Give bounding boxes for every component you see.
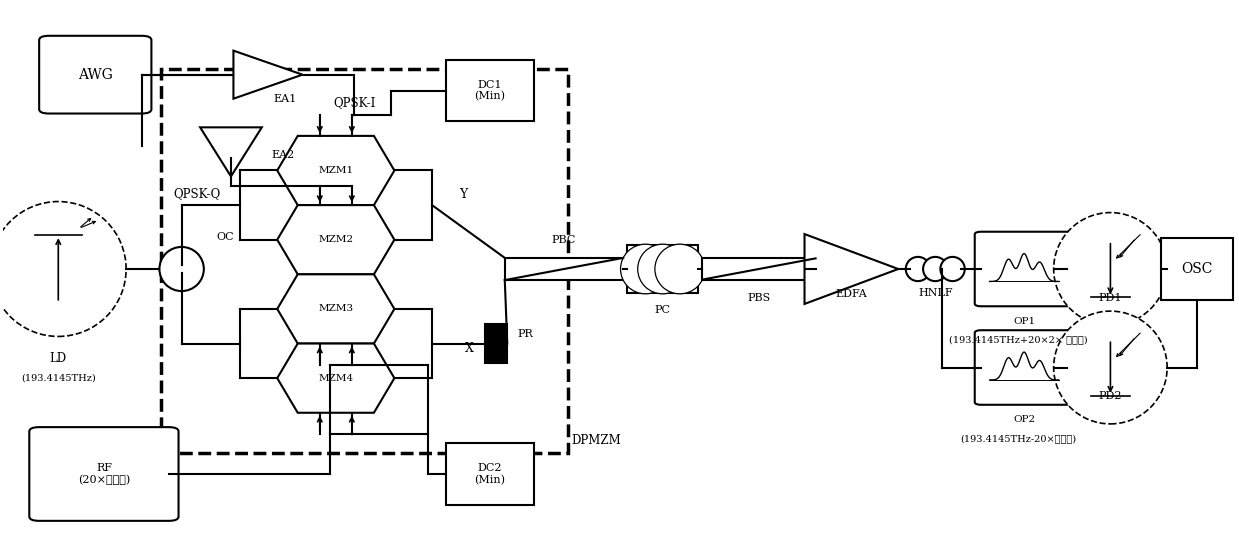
Text: DC1
(Min): DC1 (Min) xyxy=(475,80,506,102)
Text: DPMZM: DPMZM xyxy=(571,434,621,448)
Ellipse shape xyxy=(655,244,705,294)
Text: PD1: PD1 xyxy=(1099,293,1123,303)
Text: (193.4145THz-20×符号率): (193.4145THz-20×符号率) xyxy=(960,434,1075,443)
Ellipse shape xyxy=(0,202,126,336)
FancyBboxPatch shape xyxy=(484,324,507,363)
Polygon shape xyxy=(278,205,394,274)
Text: EDFA: EDFA xyxy=(835,289,867,299)
FancyBboxPatch shape xyxy=(703,258,815,280)
FancyBboxPatch shape xyxy=(446,60,534,121)
Polygon shape xyxy=(233,51,302,98)
Ellipse shape xyxy=(923,257,948,281)
Text: PBC: PBC xyxy=(551,235,576,245)
Text: PD2: PD2 xyxy=(1099,392,1123,401)
Text: Y: Y xyxy=(460,188,468,201)
Ellipse shape xyxy=(160,247,204,291)
Text: EA2: EA2 xyxy=(271,150,295,160)
Text: OSC: OSC xyxy=(1181,262,1213,276)
Text: OP2: OP2 xyxy=(1014,415,1035,424)
Text: EA1: EA1 xyxy=(274,95,297,104)
Ellipse shape xyxy=(621,244,670,294)
Text: OC: OC xyxy=(216,231,234,242)
Ellipse shape xyxy=(906,257,930,281)
Text: AWG: AWG xyxy=(78,68,113,82)
Text: QPSK-I: QPSK-I xyxy=(333,96,375,109)
Text: HNLF: HNLF xyxy=(918,288,953,299)
Text: MZM2: MZM2 xyxy=(318,235,353,244)
Polygon shape xyxy=(278,274,394,344)
Ellipse shape xyxy=(1053,213,1167,325)
Text: QPSK-Q: QPSK-Q xyxy=(173,187,221,200)
Polygon shape xyxy=(278,344,394,413)
Text: DC2
(Min): DC2 (Min) xyxy=(475,463,506,485)
Text: PBS: PBS xyxy=(747,293,771,303)
Polygon shape xyxy=(278,136,394,205)
Text: MZM1: MZM1 xyxy=(318,166,353,175)
Ellipse shape xyxy=(638,244,688,294)
Polygon shape xyxy=(201,128,261,176)
Text: MZM3: MZM3 xyxy=(318,305,353,314)
Text: X: X xyxy=(465,342,475,356)
Polygon shape xyxy=(804,234,898,304)
FancyBboxPatch shape xyxy=(975,330,1073,405)
FancyBboxPatch shape xyxy=(627,244,699,294)
FancyBboxPatch shape xyxy=(1161,238,1233,300)
Ellipse shape xyxy=(940,257,965,281)
Text: RF
(20×符号率): RF (20×符号率) xyxy=(78,463,130,485)
FancyBboxPatch shape xyxy=(446,443,534,505)
FancyBboxPatch shape xyxy=(975,232,1073,306)
Text: MZM4: MZM4 xyxy=(318,374,353,383)
FancyBboxPatch shape xyxy=(30,427,178,521)
Text: PR: PR xyxy=(517,329,533,339)
Text: PC: PC xyxy=(654,305,670,315)
Text: LD: LD xyxy=(50,352,67,365)
Ellipse shape xyxy=(1053,311,1167,424)
Text: (193.4145THz+20×2× 符号率): (193.4145THz+20×2× 符号率) xyxy=(949,336,1087,344)
FancyBboxPatch shape xyxy=(40,36,151,114)
FancyBboxPatch shape xyxy=(504,258,623,280)
Text: (193.4145THz): (193.4145THz) xyxy=(21,374,95,383)
Text: OP1: OP1 xyxy=(1014,317,1035,326)
